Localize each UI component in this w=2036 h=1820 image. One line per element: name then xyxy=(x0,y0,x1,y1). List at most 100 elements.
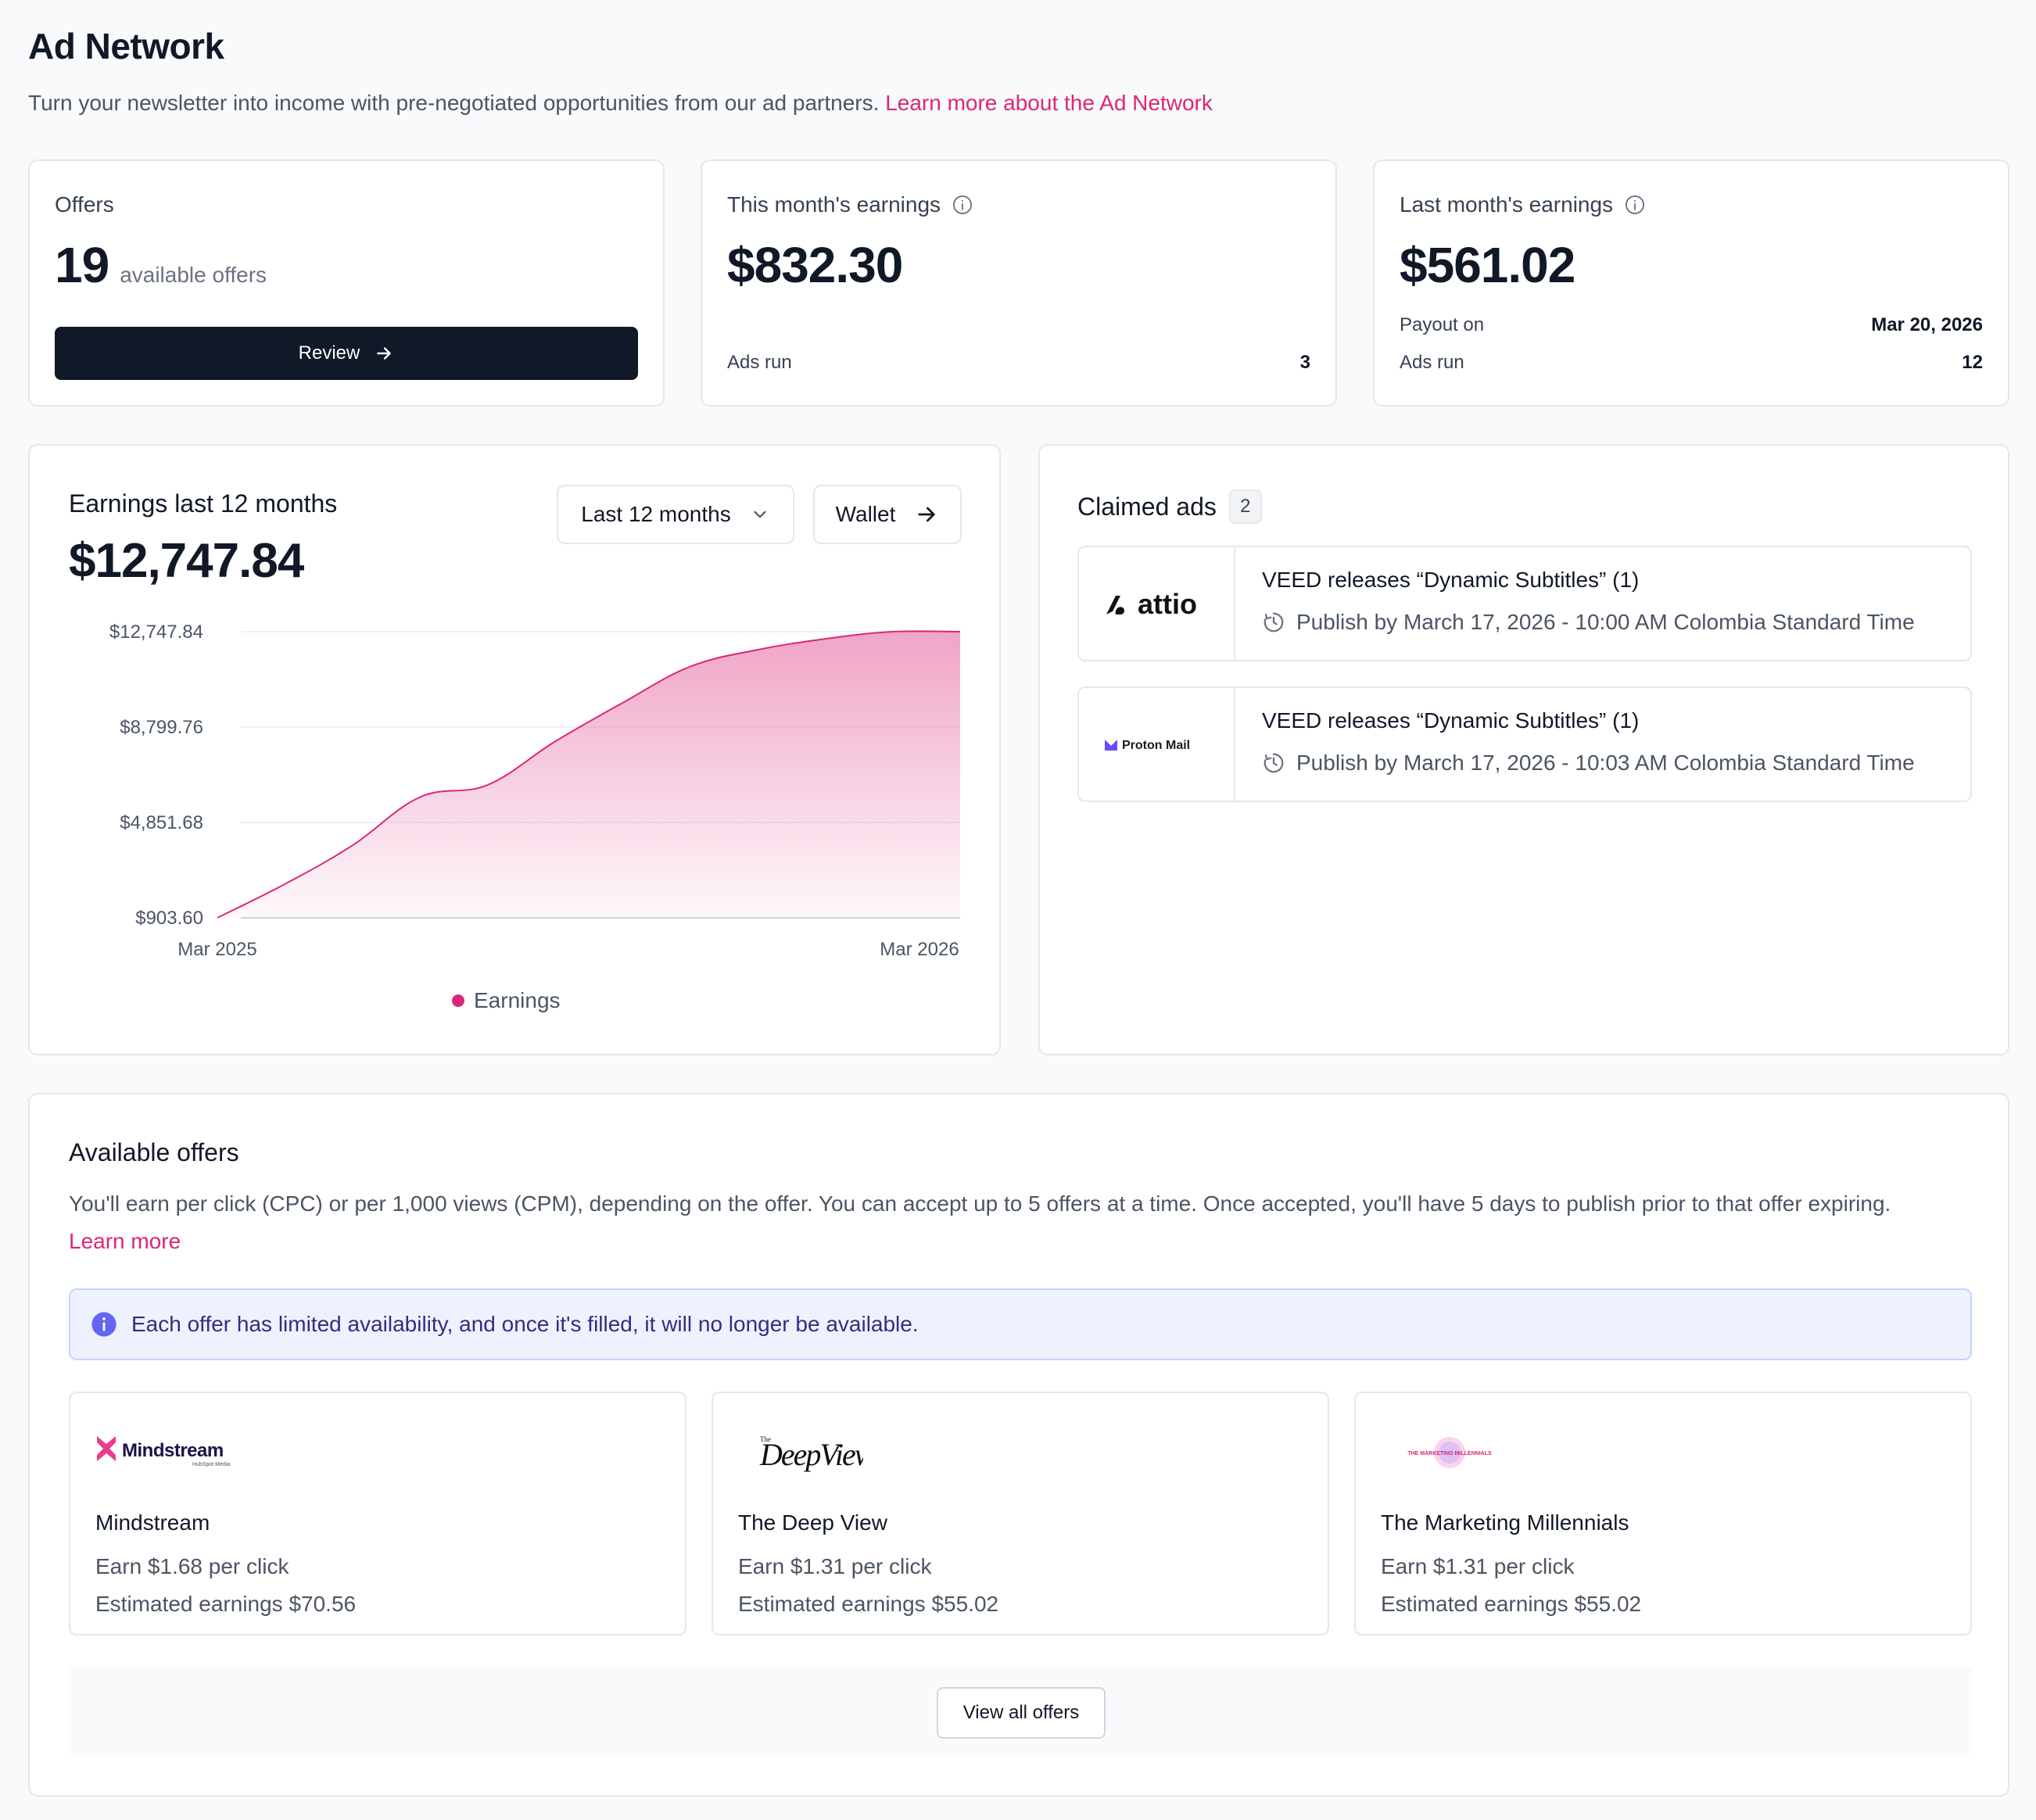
availability-notice: Each offer has limited availability, and… xyxy=(69,1288,1972,1360)
this-month-label: This month's earnings xyxy=(727,192,973,217)
y-axis-ticks: $12,747.84 $8,799.76 $4,851.68 $903.60 xyxy=(109,622,203,929)
wallet-button[interactable]: Wallet xyxy=(813,485,962,544)
range-select[interactable]: Last 12 months xyxy=(557,485,794,544)
legend-dot xyxy=(452,994,464,1007)
claimed-ads-count-badge: 2 xyxy=(1228,489,1262,524)
last-month-earnings-card: Last month's earnings $561.02 Payout on … xyxy=(1373,159,2009,407)
offers-count: 19 available offers xyxy=(55,236,267,294)
page-subtitle: Turn your newsletter into income with pr… xyxy=(28,91,1213,116)
info-icon[interactable] xyxy=(1624,194,1646,216)
claimed-ad-publish: Publish by March 17, 2026 - 10:00 AM Col… xyxy=(1262,610,1915,635)
available-offers-card: Available offers You'll earn per click (… xyxy=(28,1093,2009,1797)
mindstream-logo-tagline: HubSpot Media xyxy=(192,1462,230,1467)
marketing-millennials-logo-text: THE MARKETING MILLENNIALS xyxy=(1407,1451,1492,1456)
x-tick-start: Mar 2025 xyxy=(177,939,256,960)
offers-card: Offers 19 available offers Review xyxy=(28,159,665,407)
offers-footer: View all offers xyxy=(69,1667,1972,1756)
info-icon[interactable] xyxy=(952,194,973,216)
deep-view-logo-text: DeepView xyxy=(759,1437,863,1472)
offer-card-marketing-millennials[interactable]: THE MARKETING MILLENNIALS The Marketing … xyxy=(1354,1392,1972,1635)
offer-estimate: Estimated earnings $55.02 xyxy=(1381,1592,1642,1616)
offers-count-value: 19 xyxy=(55,237,109,293)
claimed-ads-card: Claimed ads 2 attio VEED releases “Dynam… xyxy=(1038,444,2009,1055)
notice-text: Each offer has limited availability, and… xyxy=(131,1312,919,1336)
earnings-title: Earnings last 12 months xyxy=(69,489,338,518)
chevron-down-icon xyxy=(754,511,766,518)
last-month-ads-run-row: Ads run 12 xyxy=(1400,352,1983,374)
payout-label: Payout on xyxy=(1400,314,1485,335)
page-title: Ad Network xyxy=(28,26,224,66)
claimed-ad-item[interactable]: attio VEED releases “Dynamic Subtitles” … xyxy=(1077,546,1972,661)
earnings-area-chart: $12,747.84 $8,799.76 $4,851.68 $903.60 Mar … xyxy=(109,622,961,960)
offer-name: Mindstream xyxy=(95,1510,210,1535)
offer-rate: Earn $1.31 per click xyxy=(1381,1554,1575,1578)
offer-name: The Deep View xyxy=(738,1510,887,1535)
claimed-ad-item[interactable]: Proton Mail VEED releases “Dynamic Subti… xyxy=(1077,686,1972,802)
range-select-value: Last 12 months xyxy=(581,502,731,526)
ads-run-value: 12 xyxy=(1962,352,1983,373)
subtitle-text: Turn your newsletter into income with pr… xyxy=(28,91,880,115)
info-icon xyxy=(91,1312,116,1337)
this-month-earnings-card: This month's earnings $832.30 Ads run 3 xyxy=(701,159,1337,407)
learn-more-link[interactable]: Learn more xyxy=(69,1229,181,1253)
offers-count-suffix: available offers xyxy=(120,263,267,287)
clock-icon xyxy=(1264,612,1284,632)
marketing-millennials-logo: THE MARKETING MILLENNIALS xyxy=(1381,1421,1506,1484)
offer-estimate: Estimated earnings $55.02 xyxy=(738,1592,999,1616)
earnings-total: $12,747.84 xyxy=(69,534,304,588)
x-tick-end: Mar 2026 xyxy=(880,939,959,960)
claimed-ad-publish-text: Publish by March 17, 2026 - 10:03 AM Col… xyxy=(1296,751,1915,775)
offer-card-mindstream[interactable]: Mindstream HubSpot Media Mindstream Earn… xyxy=(69,1392,686,1635)
view-all-offers-button[interactable]: View all offers xyxy=(937,1687,1106,1739)
wallet-button-label: Wallet xyxy=(835,502,896,526)
attio-logo: attio xyxy=(1079,547,1235,660)
claimed-ad-publish: Publish by March 17, 2026 - 10:03 AM Col… xyxy=(1262,751,1915,776)
y-tick-label: $4,851.68 xyxy=(120,812,203,833)
earnings-area xyxy=(217,631,960,918)
proton-mail-logo-mark: Proton Mail xyxy=(1105,739,1190,752)
mindstream-logo: Mindstream HubSpot Media xyxy=(95,1421,236,1484)
chart-legend: Earnings xyxy=(452,988,561,1013)
last-month-amount: $561.02 xyxy=(1400,237,1575,293)
mindstream-logo-text: Mindstream xyxy=(122,1440,224,1461)
review-button-label: Review xyxy=(298,342,360,364)
offer-name: The Marketing Millennials xyxy=(1381,1510,1629,1535)
this-month-label-text: This month's earnings xyxy=(727,192,941,217)
y-tick-label: $903.60 xyxy=(135,908,203,929)
earnings-chart-card: Earnings last 12 months $12,747.84 Last … xyxy=(28,444,1001,1055)
attio-logo-mark: attio xyxy=(1106,588,1197,620)
last-month-label-text: Last month's earnings xyxy=(1400,192,1614,217)
claimed-ad-publish-text: Publish by March 17, 2026 - 10:00 AM Col… xyxy=(1296,610,1915,634)
deep-view-logo-mark: The DeepView xyxy=(759,1435,863,1472)
available-offers-title: Available offers xyxy=(69,1138,239,1166)
offers-label: Offers xyxy=(55,192,114,217)
ads-run-value: 3 xyxy=(1299,352,1310,373)
claimed-ad-title: VEED releases “Dynamic Subtitles” (1) xyxy=(1262,708,1640,733)
learn-more-ad-network-link[interactable]: Learn more about the Ad Network xyxy=(885,91,1213,115)
earnings-line xyxy=(217,630,961,919)
arrow-right-icon xyxy=(918,507,936,522)
offer-card-deep-view[interactable]: The DeepView The Deep View Earn $1.31 pe… xyxy=(712,1392,1329,1635)
proton-mail-logo-text: Proton Mail xyxy=(1122,739,1190,752)
review-button[interactable]: Review xyxy=(55,327,638,380)
ads-run-label: Ads run xyxy=(1400,352,1464,373)
payout-value: Mar 20, 2026 xyxy=(1871,314,1983,335)
clock-icon xyxy=(1264,753,1284,773)
attio-logo-text: attio xyxy=(1138,588,1197,620)
payout-row: Payout on Mar 20, 2026 xyxy=(1400,314,1983,336)
last-month-label: Last month's earnings xyxy=(1400,192,1646,217)
y-tick-label: $8,799.76 xyxy=(120,717,203,738)
offer-rate: Earn $1.68 per click xyxy=(95,1554,289,1578)
claimed-ad-title: VEED releases “Dynamic Subtitles” (1) xyxy=(1262,568,1640,592)
deep-view-logo: The DeepView xyxy=(738,1421,863,1484)
marketing-millennials-logo-mark: THE MARKETING MILLENNIALS xyxy=(1407,1437,1492,1468)
available-offers-description: You'll earn per click (CPC) or per 1,000… xyxy=(69,1185,1992,1260)
arrow-right-icon xyxy=(377,347,392,360)
proton-mail-logo: Proton Mail xyxy=(1079,688,1235,801)
ads-run-label: Ads run xyxy=(727,352,792,373)
legend-label: Earnings xyxy=(474,988,561,1012)
offer-rate: Earn $1.31 per click xyxy=(738,1554,932,1578)
claimed-ads-title: Claimed ads xyxy=(1077,492,1217,521)
deep-view-logo-prefix: The xyxy=(760,1435,771,1443)
mindstream-logo-mark: Mindstream HubSpot Media xyxy=(97,1436,230,1467)
